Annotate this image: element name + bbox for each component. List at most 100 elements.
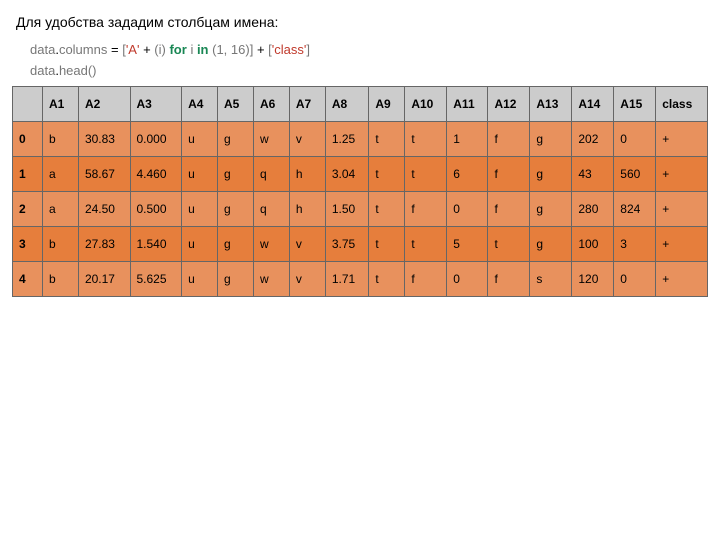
cell: v bbox=[289, 261, 325, 296]
cell: 0.000 bbox=[130, 121, 182, 156]
cell: g bbox=[530, 156, 572, 191]
cell: 5.625 bbox=[130, 261, 182, 296]
table-head: A1 A2 A3 A4 A5 A6 A7 A8 A9 A10 A11 A12 A… bbox=[13, 86, 708, 121]
cell: 6 bbox=[447, 156, 488, 191]
cell: 0 bbox=[614, 261, 656, 296]
col-header: A8 bbox=[325, 86, 369, 121]
cell: t bbox=[488, 226, 530, 261]
cell: t bbox=[369, 261, 405, 296]
cell: 120 bbox=[572, 261, 614, 296]
cell: 3 bbox=[13, 226, 43, 261]
cell: 1.50 bbox=[325, 191, 369, 226]
cell: g bbox=[218, 191, 254, 226]
cell: 4.460 bbox=[130, 156, 182, 191]
cell: g bbox=[530, 121, 572, 156]
cell: u bbox=[182, 121, 218, 156]
cell: + bbox=[656, 191, 708, 226]
cell: t bbox=[405, 121, 447, 156]
cell: 3.04 bbox=[325, 156, 369, 191]
tok: for bbox=[169, 42, 186, 57]
table-row: 4 b 20.17 5.625 u g w v 1.71 t f 0 f s 1… bbox=[13, 261, 708, 296]
col-header bbox=[13, 86, 43, 121]
cell: v bbox=[289, 226, 325, 261]
cell: b bbox=[43, 226, 79, 261]
cell: 20.17 bbox=[78, 261, 130, 296]
cell: 280 bbox=[572, 191, 614, 226]
cell: f bbox=[488, 156, 530, 191]
col-header: A13 bbox=[530, 86, 572, 121]
cell: 30.83 bbox=[78, 121, 130, 156]
cell: u bbox=[182, 261, 218, 296]
cell: v bbox=[289, 121, 325, 156]
cell: 0.500 bbox=[130, 191, 182, 226]
data-table: A1 A2 A3 A4 A5 A6 A7 A8 A9 A10 A11 A12 A… bbox=[12, 86, 708, 297]
col-header: A4 bbox=[182, 86, 218, 121]
col-header: A5 bbox=[218, 86, 254, 121]
cell: + bbox=[656, 156, 708, 191]
cell: g bbox=[530, 226, 572, 261]
cell: b bbox=[43, 261, 79, 296]
tok: (i) bbox=[154, 42, 169, 57]
cell: 4 bbox=[13, 261, 43, 296]
tok: (1, 16) bbox=[212, 42, 250, 57]
tok: 'A' bbox=[126, 42, 140, 57]
code-line-2: data.head() bbox=[30, 61, 708, 82]
table-header-row: A1 A2 A3 A4 A5 A6 A7 A8 A9 A10 A11 A12 A… bbox=[13, 86, 708, 121]
cell: 0 bbox=[447, 191, 488, 226]
cell: t bbox=[405, 226, 447, 261]
col-header: class bbox=[656, 86, 708, 121]
code-block: data.columns = ['A' + (i) for i in (1, 1… bbox=[30, 40, 708, 82]
tok: + bbox=[257, 42, 265, 57]
table-row: 1 a 58.67 4.460 u g q h 3.04 t t 6 f g 4… bbox=[13, 156, 708, 191]
table-row: 2 a 24.50 0.500 u g q h 1.50 t f 0 f g 2… bbox=[13, 191, 708, 226]
cell: w bbox=[253, 261, 289, 296]
cell: g bbox=[218, 226, 254, 261]
col-header: A10 bbox=[405, 86, 447, 121]
cell: g bbox=[218, 261, 254, 296]
cell: b bbox=[43, 121, 79, 156]
cell: t bbox=[369, 191, 405, 226]
cell: t bbox=[369, 121, 405, 156]
tok: = bbox=[111, 42, 119, 57]
cell: h bbox=[289, 191, 325, 226]
cell: f bbox=[405, 191, 447, 226]
cell: 560 bbox=[614, 156, 656, 191]
col-header: A15 bbox=[614, 86, 656, 121]
cell: t bbox=[405, 156, 447, 191]
page-wrapper: Для удобства зададим столбцам имена: dat… bbox=[0, 0, 720, 297]
col-header: A1 bbox=[43, 86, 79, 121]
tok: data bbox=[30, 63, 55, 78]
col-header: A9 bbox=[369, 86, 405, 121]
tok: data bbox=[30, 42, 55, 57]
tok: + bbox=[143, 42, 151, 57]
cell: 58.67 bbox=[78, 156, 130, 191]
cell: 1.71 bbox=[325, 261, 369, 296]
table-row: 3 b 27.83 1.540 u g w v 3.75 t t 5 t g 1… bbox=[13, 226, 708, 261]
cell: 202 bbox=[572, 121, 614, 156]
cell: 0 bbox=[614, 121, 656, 156]
cell: a bbox=[43, 156, 79, 191]
cell: 824 bbox=[614, 191, 656, 226]
cell: t bbox=[369, 226, 405, 261]
tok: in bbox=[197, 42, 209, 57]
tok: head() bbox=[59, 63, 97, 78]
table-body: 0 b 30.83 0.000 u g w v 1.25 t t 1 f g 2… bbox=[13, 121, 708, 296]
cell: 3 bbox=[614, 226, 656, 261]
cell: 0 bbox=[447, 261, 488, 296]
cell: q bbox=[253, 191, 289, 226]
cell: t bbox=[369, 156, 405, 191]
table-row: 0 b 30.83 0.000 u g w v 1.25 t t 1 f g 2… bbox=[13, 121, 708, 156]
cell: 0 bbox=[13, 121, 43, 156]
cell: u bbox=[182, 191, 218, 226]
cell: 100 bbox=[572, 226, 614, 261]
tok: ] bbox=[306, 42, 310, 57]
cell: 27.83 bbox=[78, 226, 130, 261]
cell: h bbox=[289, 156, 325, 191]
col-header: A7 bbox=[289, 86, 325, 121]
cell: w bbox=[253, 121, 289, 156]
cell: 1.540 bbox=[130, 226, 182, 261]
cell: u bbox=[182, 226, 218, 261]
cell: g bbox=[218, 121, 254, 156]
cell: s bbox=[530, 261, 572, 296]
cell: 24.50 bbox=[78, 191, 130, 226]
